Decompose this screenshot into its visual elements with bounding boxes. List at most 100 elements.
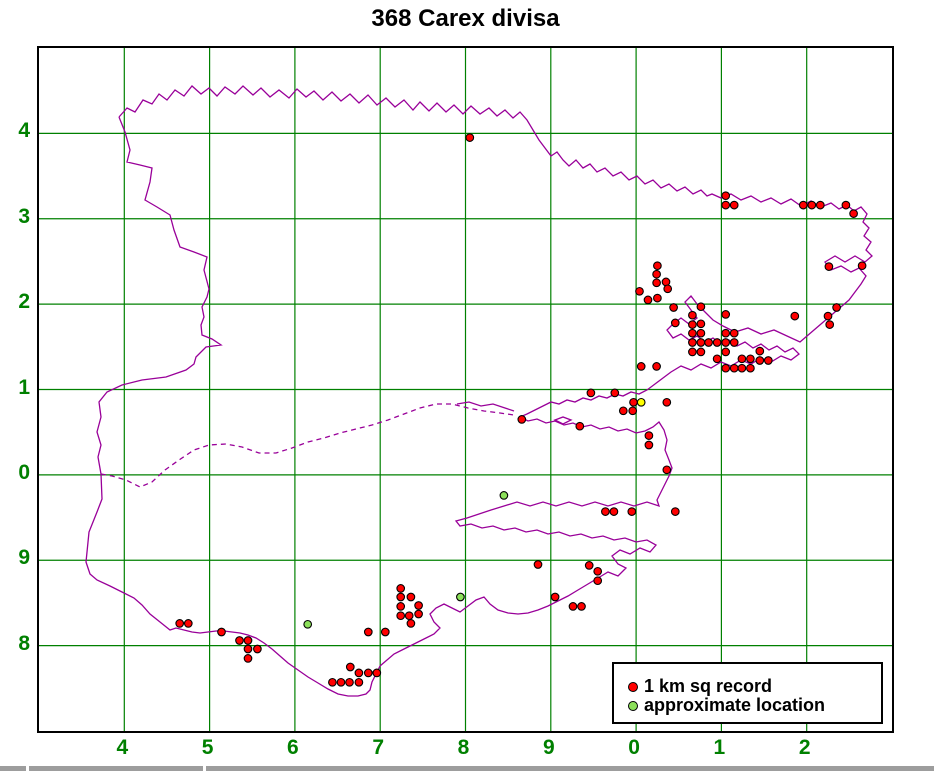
record-dot <box>721 347 731 357</box>
record-dot <box>396 602 406 611</box>
record-dot <box>729 363 739 373</box>
record-dot <box>790 311 800 321</box>
map-title: 368 Carex divisa <box>371 5 560 32</box>
county-outline-path <box>85 85 873 697</box>
record-dot <box>652 362 661 371</box>
record-dot <box>721 328 731 338</box>
y-tick-label: 8 <box>18 631 30 655</box>
x-tick-label: 7 <box>372 736 385 759</box>
record-dot <box>721 363 731 373</box>
record-dot-icon <box>628 681 638 692</box>
record-dot <box>815 200 825 210</box>
taskbar-segment <box>29 766 203 771</box>
approx-dot <box>499 491 509 500</box>
record-dot <box>825 320 835 329</box>
record-dot <box>696 302 706 312</box>
record-dot <box>628 406 638 416</box>
record-dot <box>662 465 672 475</box>
record-dot <box>737 363 747 373</box>
record-dot <box>404 611 414 621</box>
y-tick-label: 0 <box>18 460 30 484</box>
record-dot <box>729 328 739 338</box>
record-dot <box>586 388 596 398</box>
record-dot <box>755 356 765 365</box>
record-dot <box>696 328 706 338</box>
county-outline-path <box>553 416 573 425</box>
record-dot <box>183 619 193 628</box>
record-dot <box>396 592 406 602</box>
x-tick-label: 1 <box>713 736 726 759</box>
record-dot <box>517 415 527 424</box>
map-frame <box>37 46 894 733</box>
approx-dot <box>456 592 465 602</box>
record-dot <box>465 133 475 142</box>
record-dot <box>414 601 423 610</box>
record-dot <box>354 668 364 678</box>
record-dot <box>807 200 817 210</box>
record-dot <box>798 200 808 210</box>
record-dot <box>243 636 253 645</box>
boundary-dashed-line <box>100 403 515 488</box>
approx-dot <box>303 619 313 629</box>
legend-item-record: 1 km sq record <box>628 676 881 696</box>
record-dot <box>669 303 678 312</box>
record-dot <box>636 362 646 371</box>
record-dot <box>363 627 373 637</box>
y-tick-label: 9 <box>18 546 30 570</box>
county-outline <box>85 85 873 697</box>
highlight-dot <box>636 397 646 407</box>
record-dot <box>601 507 610 516</box>
y-tick-label: 4 <box>18 119 30 143</box>
record-dot <box>253 644 262 654</box>
record-dot <box>712 338 722 347</box>
record-dot <box>737 354 747 364</box>
taskbar-segment <box>206 766 934 771</box>
distribution-map <box>39 48 892 731</box>
record-dot <box>688 320 697 329</box>
grid-lines <box>39 48 892 731</box>
record-dot <box>610 388 620 398</box>
approx-dot-icon <box>628 700 638 711</box>
record-dot <box>696 338 706 347</box>
record-dot <box>746 363 755 373</box>
record-dot <box>721 200 731 210</box>
record-dot <box>354 677 364 687</box>
record-dot <box>670 318 680 328</box>
record-dot <box>688 338 697 347</box>
record-dot <box>336 677 346 687</box>
record-dot <box>849 209 858 218</box>
record-dot <box>663 284 673 294</box>
record-dot <box>217 627 226 637</box>
record-dot <box>670 507 680 516</box>
record-dot <box>688 347 697 357</box>
record-dot <box>372 668 382 678</box>
record-dot <box>406 619 416 628</box>
record-dot <box>823 311 833 321</box>
record-dot <box>763 356 773 365</box>
record-dot <box>696 347 706 357</box>
record-dot <box>175 619 185 628</box>
x-tick-label: 4 <box>116 736 129 759</box>
record-dots <box>175 133 867 687</box>
record-dot <box>644 431 654 440</box>
y-tick-label: 2 <box>18 290 30 314</box>
record-dot <box>243 654 253 663</box>
record-dot <box>746 354 755 364</box>
record-dot <box>568 602 578 611</box>
legend-label: approximate location <box>644 695 826 715</box>
x-tick-label: 6 <box>287 736 299 759</box>
county-outline-path <box>456 401 515 412</box>
record-dot <box>635 286 644 296</box>
record-dot <box>593 566 603 576</box>
record-dot <box>396 584 406 593</box>
record-dot <box>577 602 586 611</box>
record-dot <box>550 592 560 602</box>
record-dot <box>584 561 594 570</box>
record-dot <box>653 261 662 271</box>
record-dot <box>629 397 638 407</box>
record-dot <box>712 354 722 364</box>
record-dot <box>406 592 416 602</box>
record-dot <box>755 346 765 356</box>
record-dot <box>841 200 851 210</box>
